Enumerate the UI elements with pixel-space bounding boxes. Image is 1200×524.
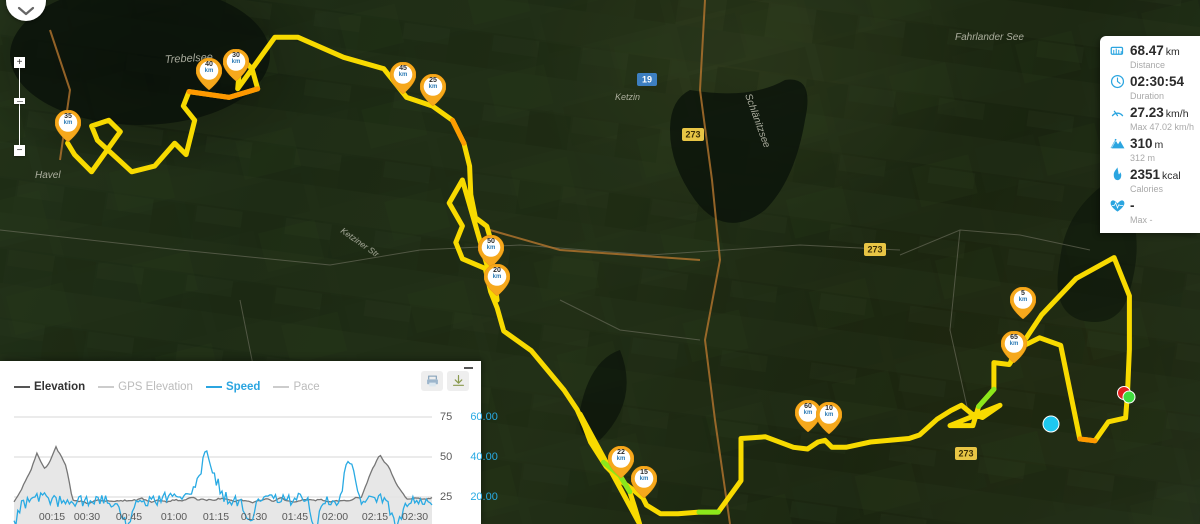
svg-text:273: 273 [867, 245, 882, 255]
svg-text:273: 273 [685, 130, 700, 140]
svg-text:Ketzin: Ketzin [615, 92, 640, 102]
svg-text:Fahrlander See: Fahrlander See [955, 32, 1024, 43]
svg-text:273: 273 [958, 449, 973, 459]
svg-text:19: 19 [642, 75, 652, 85]
svg-text:Havel: Havel [35, 170, 61, 181]
